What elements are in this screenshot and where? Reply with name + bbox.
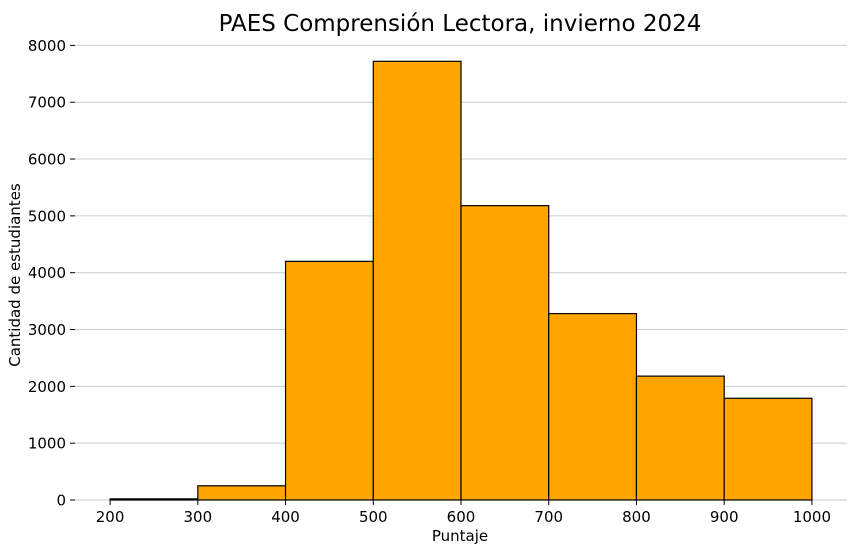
x-tick-label: 600 bbox=[447, 508, 476, 526]
chart-title: PAES Comprensión Lectora, invierno 2024 bbox=[219, 11, 702, 37]
y-tick-label: 5000 bbox=[28, 207, 66, 225]
x-tick-label: 500 bbox=[359, 508, 388, 526]
y-tick-label: 6000 bbox=[28, 151, 66, 169]
y-tick-label: 2000 bbox=[28, 378, 66, 396]
x-tick-label: 800 bbox=[622, 508, 651, 526]
x-tick-label: 900 bbox=[710, 508, 739, 526]
histogram-bar bbox=[723, 397, 813, 501]
y-tick-label: 0 bbox=[56, 492, 66, 510]
histogram-bar bbox=[372, 60, 462, 501]
histogram-bar bbox=[109, 498, 199, 501]
bars bbox=[109, 60, 813, 501]
x-tick-label: 200 bbox=[96, 508, 125, 526]
histogram-bar bbox=[284, 260, 374, 501]
histogram-bar bbox=[460, 205, 550, 501]
x-tick-label: 1000 bbox=[793, 508, 831, 526]
y-tick-label: 8000 bbox=[28, 37, 66, 55]
y-axis-label: Cantidad de estudiantes bbox=[6, 183, 24, 367]
x-tick-label: 400 bbox=[271, 508, 300, 526]
histogram-bar bbox=[635, 375, 725, 501]
histogram-bar bbox=[548, 313, 638, 501]
y-tick-label: 3000 bbox=[28, 321, 66, 339]
y-tick-label: 1000 bbox=[28, 435, 66, 453]
histogram-bar bbox=[197, 485, 287, 501]
axes: 200 300 400 500 600 700 800 900 1000 0 1000 2000 300… bbox=[28, 37, 831, 526]
y-tick-label: 7000 bbox=[28, 94, 66, 112]
x-tick-label: 300 bbox=[183, 508, 212, 526]
x-axis-label: Puntaje bbox=[432, 527, 488, 545]
x-tick-label: 700 bbox=[534, 508, 563, 526]
y-tick-label: 4000 bbox=[28, 264, 66, 282]
